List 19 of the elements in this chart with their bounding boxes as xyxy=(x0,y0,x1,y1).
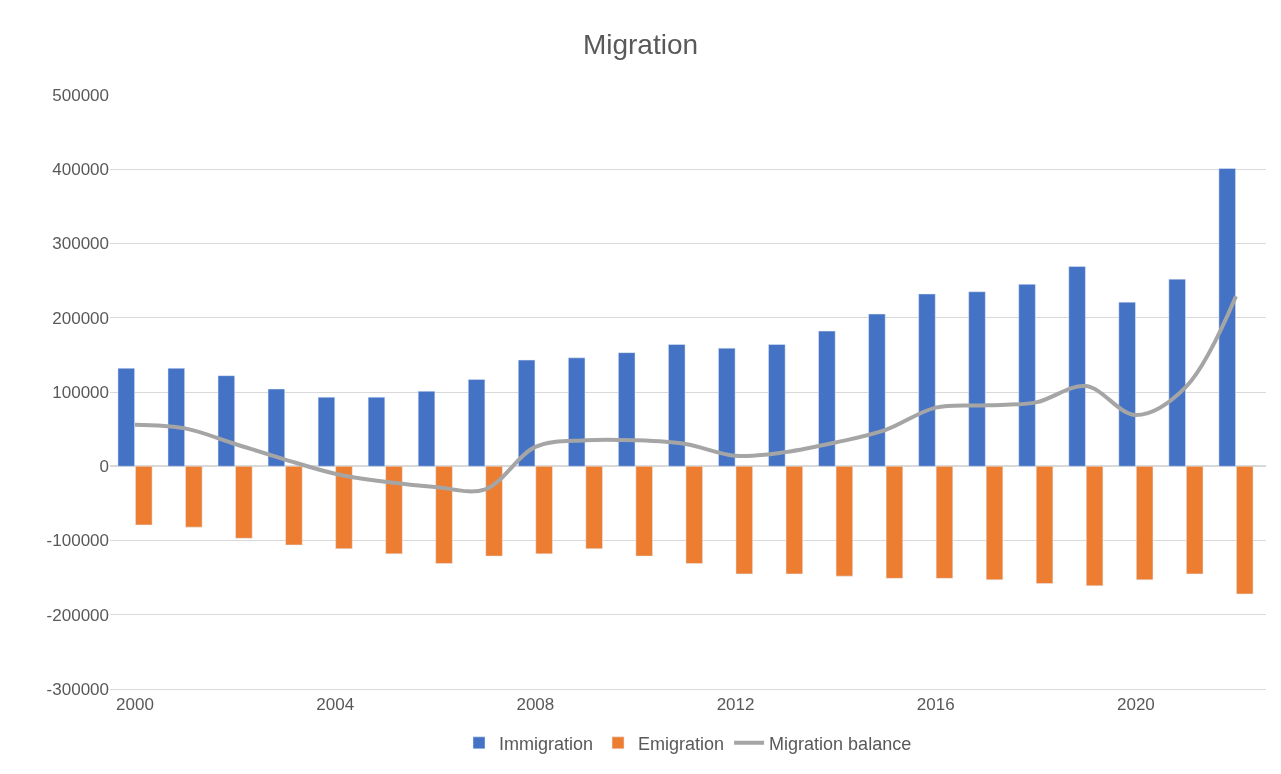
x-tick-label: 2012 xyxy=(716,695,755,715)
y-tick-label: 500000 xyxy=(52,85,109,105)
y-tick-label: 300000 xyxy=(52,234,109,254)
y-tick-label: 200000 xyxy=(52,308,109,328)
x-tick-label: 2020 xyxy=(1116,695,1155,715)
y-tick-label: -100000 xyxy=(46,531,109,551)
x-tick-label: 2004 xyxy=(316,695,355,715)
chart-title: Migration xyxy=(582,29,699,61)
legend-label: Immigration xyxy=(499,733,594,754)
y-tick-label: -300000 xyxy=(46,679,109,699)
y-tick-label: 400000 xyxy=(52,160,109,180)
y-tick-label: -200000 xyxy=(46,605,109,625)
x-tick-label: 2016 xyxy=(916,695,955,715)
legend-label: Migration balance xyxy=(769,733,912,754)
y-tick-label: 0 xyxy=(99,457,109,477)
x-tick-label: 2000 xyxy=(116,695,154,715)
x-tick-label: 2008 xyxy=(516,695,555,715)
legend-label: Emigration xyxy=(638,733,725,754)
y-tick-label: 100000 xyxy=(52,382,109,402)
